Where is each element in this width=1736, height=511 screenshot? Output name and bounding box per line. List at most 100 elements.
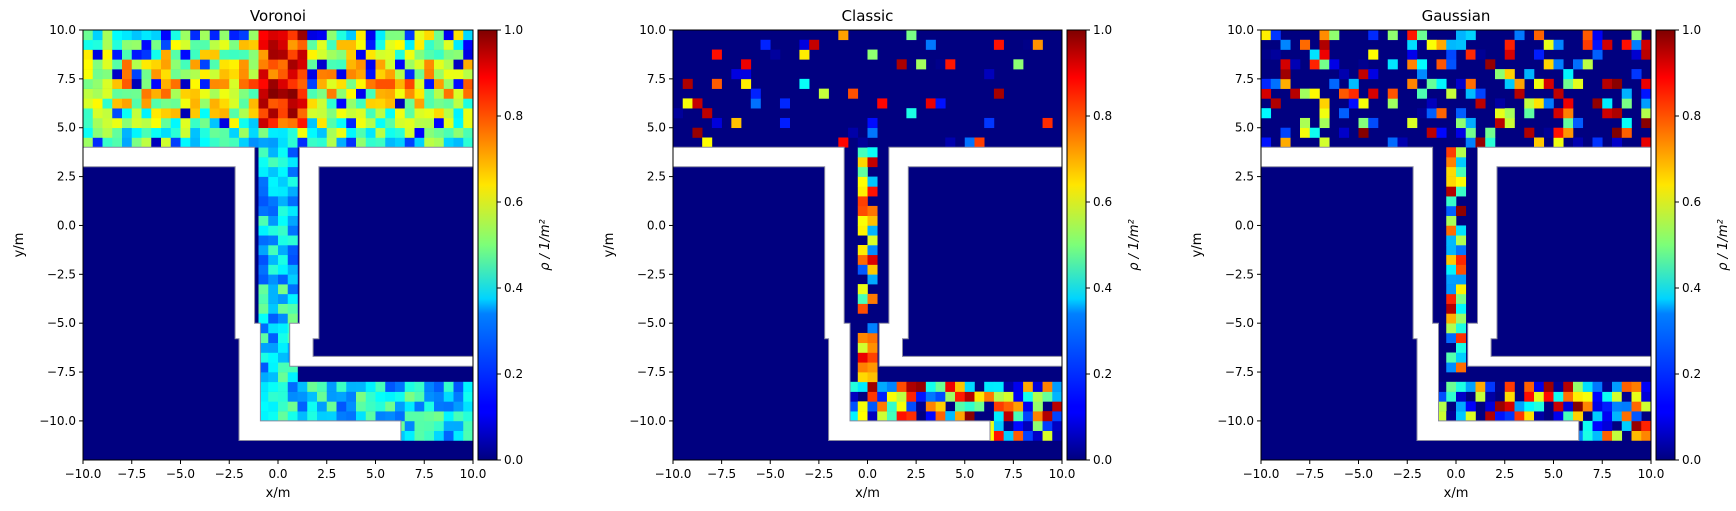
heatmap-cell xyxy=(1436,39,1447,50)
heatmap-cell xyxy=(239,108,250,119)
heatmap-cell xyxy=(434,137,445,148)
heatmap-cell xyxy=(141,69,152,80)
heatmap-cell xyxy=(356,117,367,129)
heatmap-cell xyxy=(1534,391,1545,402)
heatmap-cell xyxy=(1013,381,1024,392)
heatmap-cell xyxy=(258,98,269,109)
heatmap-cell xyxy=(453,401,464,412)
heatmap-cell xyxy=(682,78,693,89)
heatmap-cell xyxy=(268,381,279,392)
heatmap-cell xyxy=(268,293,279,304)
x-tick-label: 10.0 xyxy=(1049,467,1076,481)
heatmap-cell xyxy=(356,137,367,148)
heatmap-cell xyxy=(1553,108,1564,119)
heatmap-cell xyxy=(268,88,279,99)
heatmap-cell xyxy=(346,59,357,70)
heatmap-cell xyxy=(404,59,415,70)
heatmap-cell xyxy=(278,59,289,70)
heatmap-cell xyxy=(375,117,386,129)
heatmap-cell xyxy=(1495,381,1506,392)
heatmap-cell xyxy=(287,30,298,41)
heatmap-cell xyxy=(102,69,113,80)
colorbar-tick-label: 1.0 xyxy=(1682,23,1701,37)
heatmap-cell xyxy=(278,98,289,109)
heatmap-cell xyxy=(278,411,289,422)
heatmap-cell xyxy=(857,352,868,363)
heatmap-cell xyxy=(102,127,113,138)
heatmap-cell xyxy=(356,127,367,138)
heatmap-cell xyxy=(326,69,337,80)
heatmap-cell xyxy=(443,108,454,119)
heatmap-cell xyxy=(1543,391,1554,402)
heatmap-cell xyxy=(326,401,337,412)
heatmap-cell xyxy=(424,30,435,41)
heatmap-cell xyxy=(857,196,868,207)
heatmap-cell xyxy=(857,176,868,187)
heatmap-cell xyxy=(1456,274,1467,285)
heatmap-cell xyxy=(434,69,445,80)
heatmap-cell xyxy=(857,254,868,265)
heatmap-cell xyxy=(424,88,435,99)
heatmap-cell xyxy=(964,391,975,402)
heatmap-cell xyxy=(1456,362,1467,373)
heatmap-cell xyxy=(424,430,435,441)
heatmap-cell xyxy=(239,98,250,109)
heatmap-cell xyxy=(346,30,357,41)
heatmap-cell xyxy=(346,108,357,119)
heatmap-cell xyxy=(122,127,133,138)
heatmap-cell xyxy=(1621,411,1632,422)
heatmap-cell xyxy=(1573,59,1584,70)
heatmap-cell xyxy=(1514,88,1525,99)
heatmap-cell xyxy=(1436,127,1447,138)
heatmap-cell xyxy=(1003,420,1014,431)
heatmap-cell xyxy=(395,69,406,80)
y-tick-label: −7.5 xyxy=(637,365,666,379)
x-tick-label: 2.5 xyxy=(317,467,336,481)
heatmap-cell xyxy=(112,30,123,41)
heatmap-cell xyxy=(1023,381,1034,392)
heatmap-cell xyxy=(925,98,936,109)
heatmap-cell xyxy=(346,401,357,412)
heatmap-cell xyxy=(326,30,337,41)
y-tick-label: 2.5 xyxy=(1235,170,1254,184)
heatmap-cell xyxy=(239,39,250,50)
heatmap-cell xyxy=(258,117,269,129)
heatmap-cell xyxy=(170,108,181,119)
heatmap-cell xyxy=(404,49,415,60)
heatmap-cell xyxy=(1563,117,1574,129)
heatmap-cell xyxy=(287,205,298,216)
heatmap-cell xyxy=(945,137,956,148)
heatmap-cell xyxy=(1013,411,1024,422)
colorbar-label: ρ / 1/m² xyxy=(538,219,553,270)
heatmap-cell xyxy=(434,411,445,422)
heatmap-cell xyxy=(287,245,298,256)
heatmap-cell xyxy=(258,137,269,148)
heatmap-cell xyxy=(424,137,435,148)
heatmap-cell xyxy=(268,30,279,41)
heatmap-cell xyxy=(1397,137,1408,148)
heatmap-cell xyxy=(1602,108,1613,119)
heatmap-cell xyxy=(1446,381,1457,392)
heatmap-cell xyxy=(219,108,230,119)
heatmap-cell xyxy=(886,401,897,412)
heatmap-cell xyxy=(867,235,878,246)
heatmap-cell xyxy=(1621,88,1632,99)
heatmap-cell xyxy=(83,49,94,60)
heatmap-cell xyxy=(229,39,240,50)
heatmap-cell xyxy=(180,78,191,89)
heatmap-cell xyxy=(278,293,289,304)
heatmap-cell xyxy=(1641,88,1652,99)
heatmap-cell xyxy=(336,401,347,412)
heatmap-cell xyxy=(1465,401,1476,412)
heatmap-cell xyxy=(141,59,152,70)
heatmap-cell xyxy=(102,117,113,129)
heatmap-cell xyxy=(857,381,868,392)
heatmap-cell xyxy=(1456,313,1467,324)
heatmap-cell xyxy=(287,186,298,197)
heatmap-cell xyxy=(1446,362,1457,373)
heatmap-cell xyxy=(365,391,376,402)
heatmap-cell xyxy=(317,39,328,50)
heatmap-cell xyxy=(209,49,220,60)
y-axis-label: y/m xyxy=(1190,233,1205,258)
heatmap-cell xyxy=(434,49,445,60)
